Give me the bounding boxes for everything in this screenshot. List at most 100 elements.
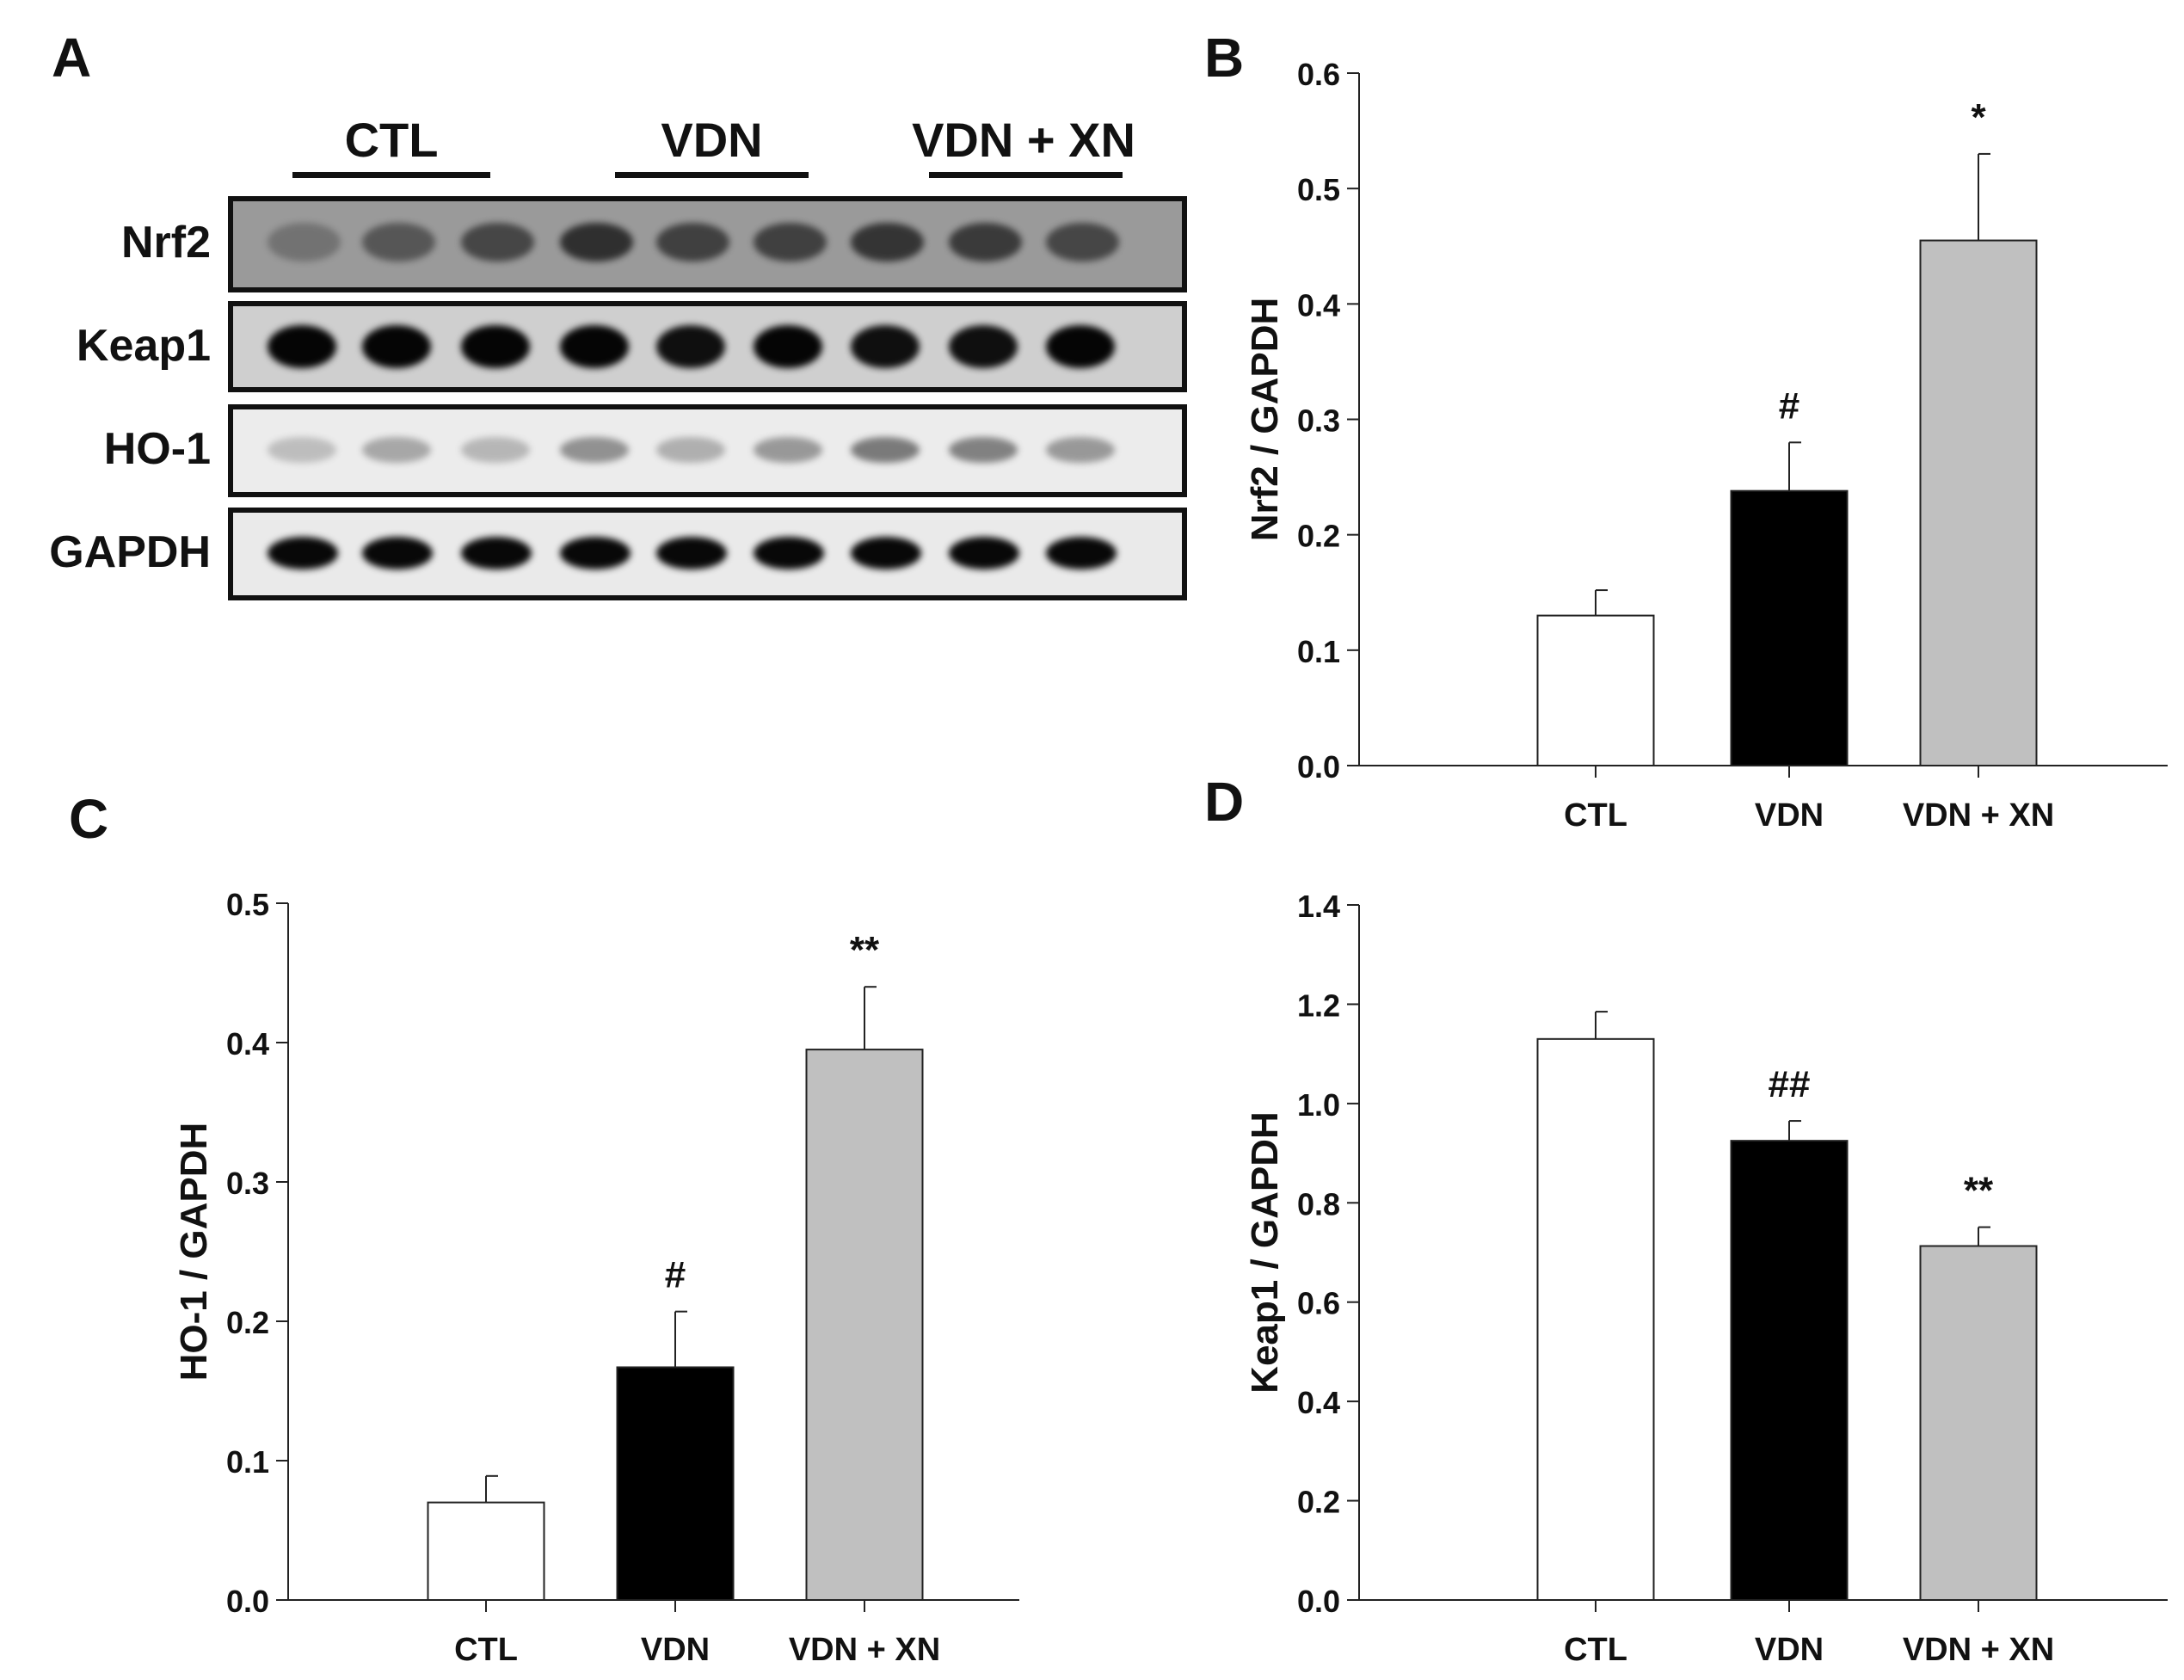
x-tick-label: CTL — [1564, 797, 1627, 834]
y-tick-label: 1.0 — [1297, 1087, 1340, 1123]
blot-strip-nrf2 — [228, 196, 1187, 292]
bar-ctl — [427, 1501, 545, 1601]
significance-marker: ## — [1769, 1063, 1811, 1105]
blot-band-gapdh-6 — [754, 537, 824, 569]
blot-band-nrf2-1 — [268, 223, 341, 262]
significance-marker: # — [1779, 385, 1799, 427]
blot-row-label-ho1: HO-1 — [103, 424, 211, 474]
significance-marker: * — [1971, 96, 1986, 138]
blot-band-ho1-5 — [656, 437, 725, 463]
blot-band-nrf2-9 — [1046, 223, 1119, 262]
blot-band-ho1-6 — [754, 437, 822, 463]
y-tick-label: 0.8 — [1297, 1186, 1340, 1222]
blot-band-ho1-2 — [362, 437, 431, 463]
blot-band-gapdh-9 — [1046, 537, 1117, 569]
chart-keap1-gapdh: 0.0 0.2 0.4 0.6 0.8 1.0 1.2 1.4 Keap1 / GAPDH CTL… — [1244, 889, 2168, 1668]
y-axis-title: Keap1 / GAPDH — [1244, 1111, 1286, 1394]
blot-band-keap1-8 — [949, 325, 1018, 368]
blot-band-keap1-9 — [1046, 325, 1115, 368]
blot-strip-ho1 — [228, 404, 1187, 497]
blot-group-label-vdnxn: VDN + XN — [912, 113, 1135, 167]
y-tick-label: 1.2 — [1297, 988, 1340, 1023]
blot-group-label-ctl: CTL — [344, 113, 439, 167]
blot-band-ho1-8 — [949, 437, 1018, 463]
blot-band-nrf2-4 — [560, 223, 633, 262]
y-tick-label: 0.4 — [1297, 1385, 1340, 1420]
blot-band-nrf2-3 — [461, 223, 534, 262]
bar-vdn — [1730, 1140, 1849, 1601]
significance-marker: ** — [1964, 1170, 1994, 1212]
panel-label-a: A — [52, 27, 92, 89]
y-tick-label: 0.2 — [226, 1305, 269, 1340]
bar-ctl — [1536, 1037, 1655, 1602]
blot-strip-gapdh — [228, 508, 1187, 600]
blot-band-keap1-6 — [754, 325, 822, 368]
x-tick-label: VDN + XN — [1903, 1632, 2054, 1668]
y-tick-label: 0.4 — [226, 1026, 269, 1062]
x-tick-label: VDN — [641, 1632, 710, 1668]
blot-band-gapdh-3 — [461, 537, 532, 569]
blot-band-gapdh-5 — [656, 537, 727, 569]
x-tick-label: VDN + XN — [1903, 797, 2054, 834]
blot-band-nrf2-8 — [949, 223, 1022, 262]
significance-marker: ** — [850, 929, 880, 971]
blot-strip-keap1 — [228, 301, 1187, 392]
blot-band-keap1-4 — [560, 325, 629, 368]
y-tick-label: 0.3 — [1297, 403, 1340, 439]
x-tick-label: CTL — [1564, 1632, 1627, 1668]
x-tick-label: VDN + XN — [789, 1632, 940, 1668]
chart-ho1-gapdh: 0.0 0.1 0.2 0.3 0.4 0.5 HO-1 / GAPDH CTL VDN # VDN… — [173, 887, 1019, 1668]
y-tick-label: 0.2 — [1297, 1485, 1340, 1520]
blot-band-keap1-1 — [268, 325, 336, 368]
y-tick-label: 0.5 — [226, 887, 269, 922]
bar-ctl — [1536, 614, 1655, 766]
blot-group-line-vdnxn — [929, 172, 1123, 178]
panel-label-b: B — [1204, 27, 1245, 89]
bar-vdnxn — [1919, 239, 2038, 766]
bar-vdnxn — [1919, 1245, 2038, 1601]
blot-band-nrf2-6 — [754, 223, 827, 262]
y-tick-label: 1.4 — [1297, 889, 1340, 924]
blot-row-label-keap1: Keap1 — [76, 321, 211, 371]
blot-band-nrf2-2 — [362, 223, 435, 262]
blot-group-line-vdn — [615, 172, 809, 178]
x-tick-label: VDN — [1755, 797, 1824, 834]
y-tick-label: 0.4 — [1297, 287, 1340, 323]
y-tick-label: 0.6 — [1297, 1286, 1340, 1321]
x-tick-label: VDN — [1755, 1632, 1824, 1668]
y-tick-label: 0.0 — [226, 1584, 269, 1619]
y-tick-label: 0.1 — [1297, 634, 1340, 669]
blot-band-nrf2-7 — [851, 223, 924, 262]
blot-row-label-nrf2: Nrf2 — [120, 218, 211, 268]
blot-band-ho1-7 — [851, 437, 920, 463]
panel-label-c: C — [69, 788, 109, 850]
y-tick-label: 0.6 — [1297, 57, 1340, 92]
blot-row-label-gapdh: GAPDH — [49, 527, 211, 577]
panel-label-d: D — [1204, 771, 1245, 833]
chart-nrf2-gapdh: 0.0 0.1 0.2 0.3 0.4 0.5 0.6 Nrf2 / GAPDH CTL VDN #… — [1244, 57, 2168, 834]
y-axis-title: HO-1 / GAPDH — [173, 1123, 215, 1382]
y-axis-title: Nrf2 / GAPDH — [1244, 298, 1286, 542]
blot-band-ho1-9 — [1046, 437, 1115, 463]
significance-marker: # — [665, 1254, 686, 1296]
y-tick-label: 0.5 — [1297, 172, 1340, 207]
blot-band-gapdh-7 — [851, 537, 921, 569]
y-tick-label: 0.0 — [1297, 749, 1340, 785]
blot-band-keap1-2 — [362, 325, 431, 368]
blot-band-gapdh-8 — [949, 537, 1019, 569]
blot-band-gapdh-1 — [268, 537, 338, 569]
blot-band-keap1-5 — [656, 325, 725, 368]
blot-band-ho1-3 — [461, 437, 530, 463]
y-tick-label: 0.1 — [226, 1444, 269, 1480]
blot-band-keap1-3 — [461, 325, 530, 368]
y-tick-label: 0.2 — [1297, 519, 1340, 554]
blot-band-nrf2-5 — [656, 223, 729, 262]
x-tick-label: CTL — [454, 1632, 518, 1668]
bar-vdn — [1730, 489, 1849, 767]
blot-band-ho1-4 — [560, 437, 629, 463]
blot-band-gapdh-2 — [362, 537, 433, 569]
blot-band-gapdh-4 — [560, 537, 631, 569]
bar-vdnxn — [805, 1049, 924, 1602]
blot-group-label-vdn: VDN — [661, 113, 763, 167]
blot-band-keap1-7 — [851, 325, 920, 368]
